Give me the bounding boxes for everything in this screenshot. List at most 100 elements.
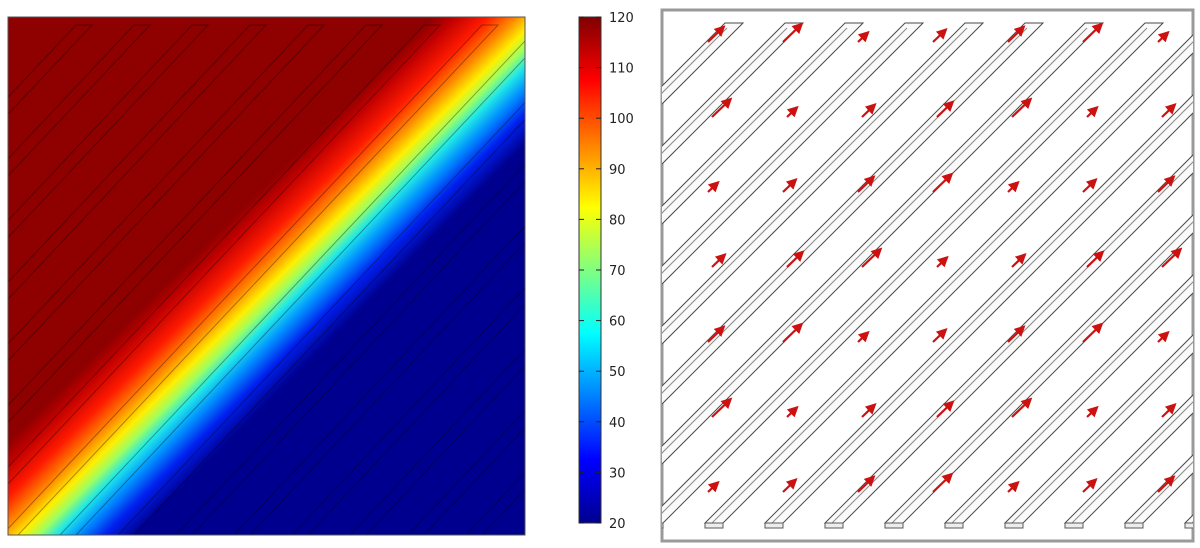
channel-outline (8, 24, 500, 535)
velocity-arrow (1082, 22, 1104, 43)
velocity-arrow (1157, 475, 1176, 493)
velocity-arrow (786, 250, 805, 268)
velocity-arrow (1161, 403, 1177, 418)
channel-edge (662, 27, 1148, 514)
velocity-arrow (1082, 178, 1098, 193)
velocity-arrow-panel (525, 8, 1195, 543)
velocity-arrow (1007, 480, 1020, 493)
channel-end-cap (525, 523, 543, 528)
colorbar-tick-label: 70 (609, 264, 626, 279)
channel-edge (886, 221, 1193, 529)
channel-geometry (525, 22, 1193, 529)
colorbar-tick-label: 30 (609, 466, 626, 481)
channel-outline (8, 24, 384, 424)
channel-outline (8, 24, 210, 239)
channel-outline (8, 24, 152, 177)
colorbar-tick-label: 60 (609, 315, 626, 330)
velocity-arrow (786, 405, 799, 418)
velocity-arrow (1086, 405, 1099, 418)
channel-outline (59, 40, 525, 535)
velocity-arrow (782, 322, 804, 343)
velocity-arrow (1157, 330, 1170, 343)
velocity-arrow (782, 22, 804, 43)
channel-strip (662, 22, 925, 285)
velocity-arrow (936, 400, 955, 418)
channel-end-cap (662, 522, 664, 529)
channel-outline (8, 24, 94, 115)
channel-strip (662, 22, 745, 105)
channel-outline (8, 24, 268, 300)
velocity-arrow (1007, 25, 1026, 43)
velocity-arrow (1157, 175, 1176, 193)
velocity-arrow (857, 475, 876, 493)
velocity-arrow (1086, 105, 1099, 118)
channel-end-cap (704, 522, 724, 529)
velocity-arrow (1082, 478, 1098, 493)
velocity-arrow (1007, 180, 1020, 193)
velocity-arrow (932, 472, 954, 493)
velocity-arrow (1082, 322, 1104, 343)
channel-edge (1006, 341, 1193, 529)
velocity-arrow (786, 105, 799, 118)
channel-edge (662, 27, 908, 274)
channel-edge (662, 27, 848, 214)
channel-end-cap (884, 522, 904, 529)
channel-end-cap (1124, 522, 1144, 529)
channel-edge (662, 27, 968, 334)
velocity-arrow (707, 25, 726, 43)
velocity-arrow (1157, 30, 1170, 43)
velocity-arrow (1161, 103, 1177, 118)
colorbar-tick-label: 110 (609, 62, 634, 77)
channel-strip (662, 22, 1165, 524)
velocity-arrow (861, 103, 877, 118)
velocity-arrow (1011, 397, 1033, 418)
colorbar-tick-label: 80 (609, 213, 626, 228)
velocity-arrow (932, 172, 954, 193)
colorbar-tick-label: 100 (609, 112, 634, 127)
channel-edge (946, 281, 1193, 529)
velocity-arrow (857, 30, 870, 43)
channel-outline (117, 101, 525, 535)
velocity-arrow (936, 100, 955, 118)
velocity-arrow (707, 480, 720, 493)
channel-edge (662, 27, 788, 154)
channel-outlines (8, 24, 525, 535)
velocity-arrow (1161, 247, 1183, 268)
velocity-arrow (1011, 253, 1027, 268)
velocity-arrow (857, 330, 870, 343)
velocity-arrow (1007, 325, 1026, 343)
colorbar-tick-label: 50 (609, 365, 626, 380)
velocity-arrow (861, 403, 877, 418)
colorbar-tick-label: 120 (609, 11, 634, 26)
colorbar: 120 110 100 90 80 70 60 50 40 30 20 (578, 11, 634, 532)
channel-strip (662, 22, 865, 225)
channel-end-cap (1184, 522, 1193, 529)
temperature-field-panel (7, 16, 526, 536)
channel-edge (826, 161, 1193, 529)
velocity-arrow (707, 180, 720, 193)
colorbar-ticks: 120 110 100 90 80 70 60 50 40 30 20 (579, 11, 634, 532)
channel-edge (766, 101, 1193, 529)
channel-end-cap (824, 522, 844, 529)
channel-outline (8, 24, 326, 362)
channel-edge (706, 41, 1193, 529)
velocity-arrows (707, 22, 1183, 493)
channel-strip (662, 22, 985, 345)
channel-outline (175, 163, 525, 535)
velocity-arrow (861, 247, 883, 268)
channel-end-cap (1004, 522, 1024, 529)
channel-outline (8, 24, 442, 485)
velocity-arrow (1011, 97, 1033, 118)
plot-border (7, 16, 526, 536)
velocity-arrow (1086, 250, 1105, 268)
velocity-arrow (936, 255, 949, 268)
velocity-arrow (711, 397, 733, 418)
channel-strip (1183, 514, 1193, 524)
velocity-arrow (711, 253, 727, 268)
channel-end-cap (764, 522, 784, 529)
domain-border (660, 8, 1195, 543)
channel-end-cap (1064, 522, 1084, 529)
channel-strip (662, 22, 1045, 405)
velocity-arrow (857, 175, 876, 193)
